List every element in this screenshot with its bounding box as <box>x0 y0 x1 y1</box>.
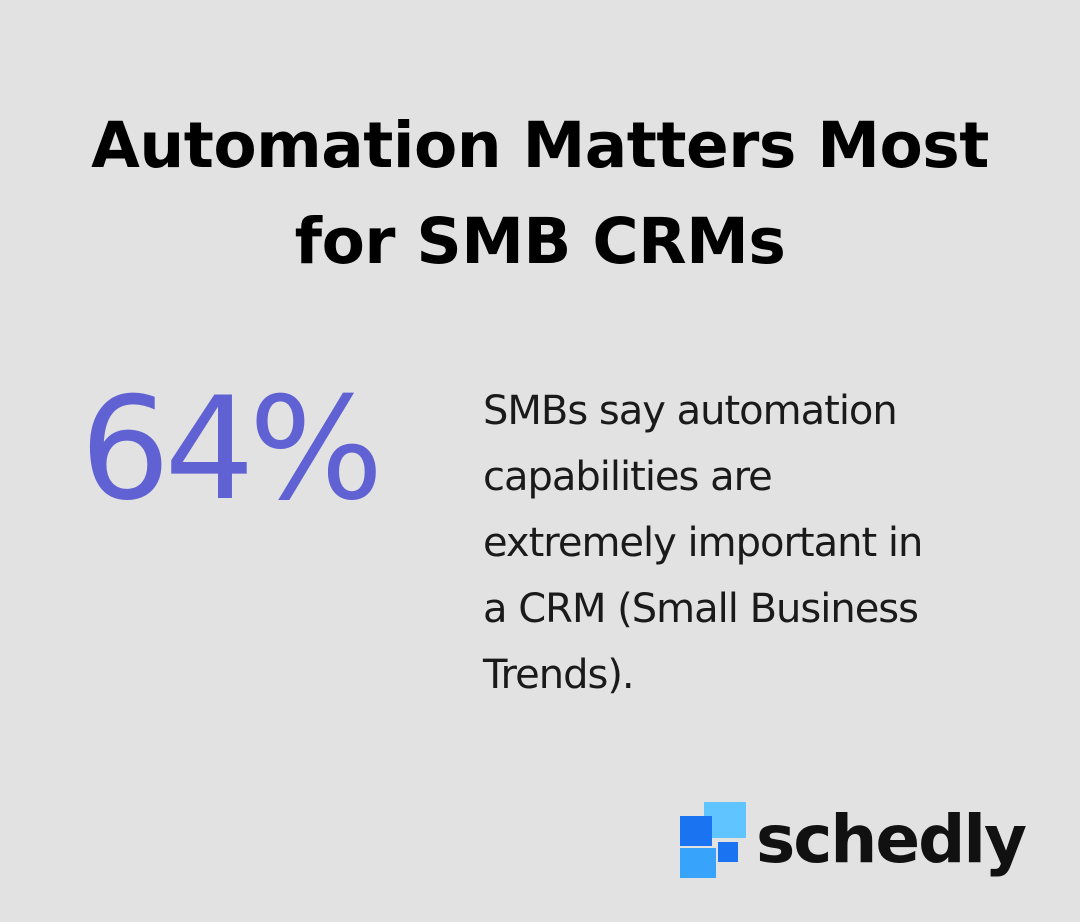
title-line-2: for SMB CRMs <box>294 205 786 278</box>
stat-description-line: capabilities are <box>483 454 773 500</box>
page-title: Automation Matters Most for SMB CRMs <box>40 98 1040 290</box>
stat-description-line: Trends). <box>483 652 635 698</box>
stat-description-line: extremely important in <box>483 520 923 566</box>
title-line-1: Automation Matters Most <box>91 109 989 182</box>
brand-logo: schedly <box>680 800 1027 880</box>
brand-name: schedly <box>756 801 1027 878</box>
pixel-blocks-logo-icon <box>680 802 746 878</box>
stat-description-line: SMBs say automation <box>483 388 898 434</box>
stat-value: 64% <box>80 367 384 532</box>
stat-description: SMBs say automation capabilities are ext… <box>483 378 1003 708</box>
stat-description-line: a CRM (Small Business <box>483 586 919 632</box>
logo-square-bottom <box>680 848 716 878</box>
logo-square-dark <box>680 816 712 846</box>
logo-square-small <box>718 842 738 862</box>
